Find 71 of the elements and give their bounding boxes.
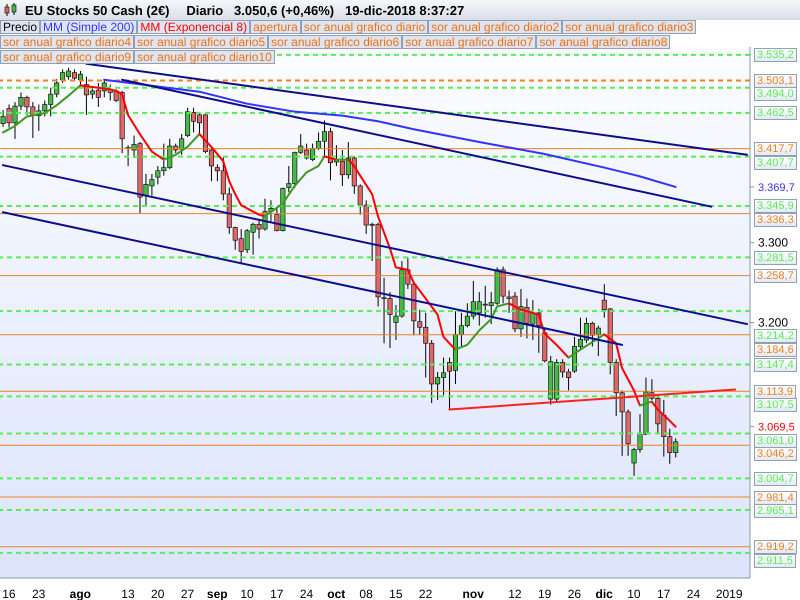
- ref-line-label: 3.417,7: [754, 142, 797, 156]
- text: sor anual grafico diario: [300, 20, 428, 34]
- x-tick-label: dic: [595, 587, 614, 600]
- x-tick-label: 23: [32, 587, 46, 600]
- ref-line-label: 3.214,2: [754, 329, 797, 344]
- x-tick-label: 17: [270, 587, 284, 600]
- text: MM (Simple 200): [40, 20, 138, 34]
- x-tick-label: 20: [151, 587, 165, 600]
- ref-line-label: 3.061,0: [754, 434, 797, 448]
- ref-line-label: 2.981,4: [754, 490, 797, 505]
- y-tick-label: 3.069,5: [758, 422, 795, 434]
- y-tick-label: 3.300: [758, 236, 788, 250]
- text: sor anual grafico diario3: [562, 20, 696, 34]
- ref-line-label: 2.919,2: [754, 540, 797, 554]
- x-tick-label: 22: [418, 587, 433, 600]
- x-tick-label: 08: [359, 587, 374, 600]
- x-tick-label: 13: [121, 587, 135, 600]
- line-series: [567, 333, 606, 359]
- y-tick-label: 3.369,7: [758, 182, 795, 194]
- ref-line-label: 3.046,2: [754, 447, 797, 462]
- ref-line-label: 3.107,5: [754, 398, 797, 412]
- ref-line-label: 3.336,3: [754, 212, 797, 227]
- line-series: [103, 78, 677, 188]
- ref-line-label: 3.281,5: [754, 250, 797, 265]
- y-tick-label: 3.200: [758, 315, 788, 330]
- legend-label: Precio: [0, 20, 40, 34]
- line-series: [79, 84, 165, 161]
- annotation: sor anual grafico diario6: [268, 35, 402, 49]
- ref-line-label: 2.911,5: [754, 554, 796, 568]
- ref-line-label: 2.965,1: [754, 504, 797, 518]
- x-tick-label: 27: [180, 587, 194, 600]
- chart-title: EU Stocks 50 Cash (2€): [25, 2, 170, 18]
- chart-subtitle: Diario 3.050,6 (+0,46%) 19-dic-2018 8:37:27: [185, 2, 464, 18]
- legend-label: 3.184,6: [754, 342, 797, 357]
- ref-line-label: 3.494,0: [754, 87, 797, 102]
- annotation: sor anual grafico diario9: [0, 50, 134, 64]
- ref-line-label: 3.345,9: [754, 199, 797, 214]
- ref-line-label: 3.503,1: [754, 74, 797, 88]
- ref-line-label: 3.004,7: [754, 472, 797, 486]
- ref-line-label: 3.407,7: [754, 156, 797, 170]
- line-series: [650, 400, 677, 428]
- x-tick-label: 24: [300, 587, 314, 600]
- text: MM (Exponencial 8): [137, 20, 250, 34]
- x-tick-label: oct: [327, 587, 346, 600]
- ref-line-label: 3.113,9: [754, 384, 796, 399]
- ref-line-label: 3.535,2: [754, 48, 797, 62]
- ref-line-label: 3.462,5: [754, 106, 797, 120]
- x-tick-label: 24: [686, 587, 700, 600]
- x-tick-label: 17: [657, 587, 671, 600]
- x-tick-label: 12: [508, 587, 522, 600]
- annotation: sor anual grafico diario10: [134, 50, 275, 64]
- x-tick-label: 26: [568, 587, 582, 600]
- annotation: sor anual grafico diario7: [402, 35, 536, 49]
- line-series: [603, 333, 641, 407]
- x-tick-label: 10: [240, 587, 254, 600]
- text: sor anual grafico diario2: [428, 20, 562, 34]
- line-series: [162, 133, 200, 161]
- x-tick-label: nov: [462, 587, 484, 600]
- annotation: sor anual grafico diario8: [536, 35, 670, 49]
- text: apertura: [250, 20, 301, 34]
- line-series: [508, 302, 570, 359]
- x-tick-label: 10: [627, 587, 641, 600]
- x-tick-label: 15: [389, 587, 403, 600]
- annotation: sor anual grafico diario4: [0, 35, 134, 49]
- x-tick-label: 19: [538, 587, 552, 600]
- line-series: [2, 84, 82, 134]
- annotation: sor anual grafico diario5: [134, 35, 268, 49]
- ref-line-label: 3.147,4: [754, 358, 797, 372]
- x-tick-label: 16: [2, 587, 16, 600]
- ref-line-label: 3.258,7: [754, 269, 797, 284]
- x-tick-label: 2019: [716, 587, 743, 600]
